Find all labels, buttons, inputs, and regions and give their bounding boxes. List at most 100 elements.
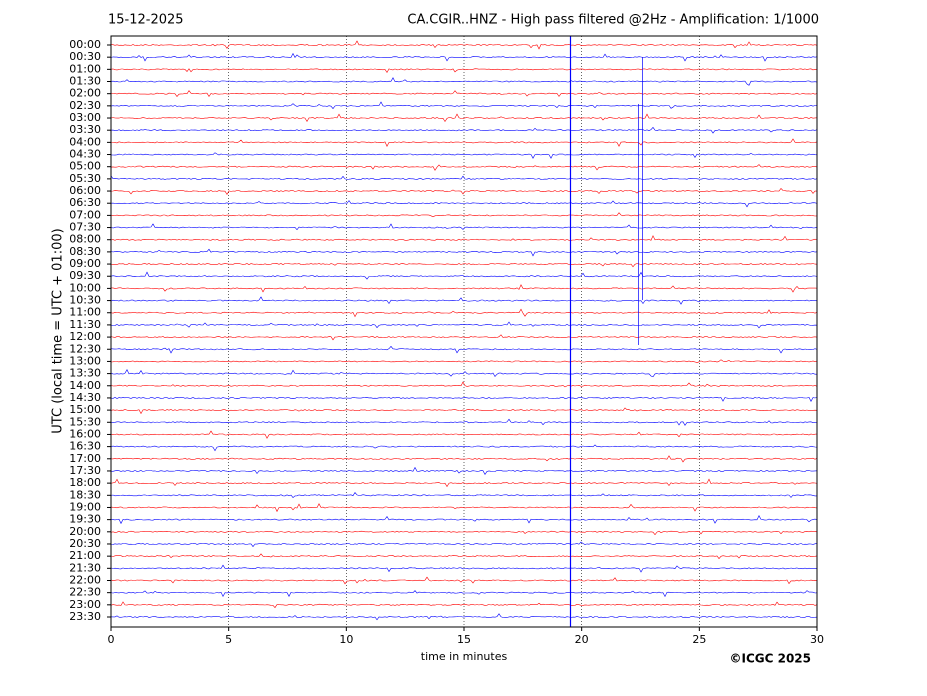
trace <box>111 418 818 426</box>
y-tick-label: 00:00 <box>69 38 101 51</box>
trace <box>110 296 818 305</box>
trace <box>110 126 818 134</box>
trace <box>110 68 818 73</box>
x-tick-label: 30 <box>810 633 824 646</box>
trace <box>110 613 818 621</box>
y-tick-label: 09:30 <box>69 269 101 282</box>
trace <box>110 541 818 548</box>
trace <box>111 138 818 147</box>
trace <box>110 407 818 415</box>
trace <box>111 284 818 293</box>
x-tick-label: 15 <box>457 633 471 646</box>
trace <box>110 601 818 609</box>
y-tick-label: 10:30 <box>69 294 101 307</box>
trace <box>110 248 818 257</box>
y-tick-label: 12:00 <box>69 330 101 343</box>
trace <box>110 77 818 86</box>
trace <box>110 530 818 536</box>
y-tick-label: 15:00 <box>69 403 101 416</box>
y-tick-label: 16:00 <box>69 427 101 440</box>
chart-title: CA.CGIR..HNZ - High pass filtered @2Hz -… <box>407 13 819 28</box>
trace <box>110 164 818 171</box>
trace <box>110 152 818 159</box>
y-tick-label: 22:00 <box>69 573 101 586</box>
y-tick-label: 11:00 <box>69 306 101 319</box>
trace <box>110 308 818 318</box>
trace <box>110 455 818 463</box>
trace <box>110 113 818 123</box>
y-tick-label: 21:00 <box>69 549 101 562</box>
trace <box>110 430 818 439</box>
trace <box>110 396 818 402</box>
y-tick-label: 07:30 <box>69 221 101 234</box>
y-tick-label: 08:30 <box>69 245 101 258</box>
y-tick-label: 01:30 <box>69 75 101 88</box>
date: 15-12-2025 <box>108 13 184 28</box>
y-tick-label: 18:00 <box>69 476 101 489</box>
trace <box>110 321 818 329</box>
trace <box>110 381 818 388</box>
y-tick-label: 04:30 <box>69 148 101 161</box>
y-tick-label: 15:30 <box>69 415 101 428</box>
trace <box>110 478 818 488</box>
x-tick-label: 5 <box>225 633 232 646</box>
x-tick-label: 25 <box>692 633 706 646</box>
y-tick-label: 05:30 <box>69 172 101 185</box>
y-axis-label: UTC (local time = UTC + 01:00) <box>51 228 66 433</box>
trace <box>110 334 818 341</box>
y-tick-label: 06:30 <box>69 196 101 209</box>
y-tick-label: 20:30 <box>69 537 101 550</box>
y-tick-label: 18:30 <box>69 488 101 501</box>
y-tick-label: 08:00 <box>69 233 101 246</box>
y-tick-label: 20:00 <box>69 525 101 538</box>
trace <box>110 491 817 499</box>
y-tick-label: 13:30 <box>69 367 101 380</box>
y-tick-label: 13:00 <box>69 354 101 367</box>
y-tick-label: 07:00 <box>69 208 101 221</box>
x-tick-label: 10 <box>339 633 353 646</box>
y-tick-label: 17:30 <box>69 464 101 477</box>
y-tick-label: 05:00 <box>69 160 101 173</box>
y-tick-label: 19:00 <box>69 500 101 513</box>
y-tick-label: 16:30 <box>69 440 101 453</box>
plot-area <box>110 36 818 627</box>
y-tick-label: 00:30 <box>69 50 101 63</box>
y-tick-label: 14:00 <box>69 379 101 392</box>
trace <box>110 175 818 180</box>
y-tick-label: 10:00 <box>69 281 101 294</box>
y-tick-label: 12:30 <box>69 342 101 355</box>
trace <box>110 235 818 241</box>
y-tick-label: 06:00 <box>69 184 101 197</box>
trace <box>110 212 818 218</box>
trace <box>110 271 818 280</box>
trace <box>110 553 818 560</box>
trace <box>110 564 818 573</box>
y-tick-label: 03:30 <box>69 123 101 136</box>
x-tick-label: 20 <box>575 633 589 646</box>
y-tick-label: 09:00 <box>69 257 101 270</box>
trace <box>110 90 818 97</box>
y-tick-label: 02:30 <box>69 99 101 112</box>
trace <box>110 503 818 513</box>
y-tick-label: 03:00 <box>69 111 101 124</box>
trace <box>110 52 818 62</box>
trace <box>110 369 817 378</box>
y-tick-label: 02:00 <box>69 87 101 100</box>
trace <box>110 188 818 195</box>
trace <box>110 515 818 525</box>
x-tick-label: 0 <box>108 633 115 646</box>
trace <box>110 466 818 475</box>
trace <box>110 200 818 208</box>
y-tick-label: 19:30 <box>69 513 101 526</box>
trace <box>110 444 818 452</box>
trace <box>110 590 818 598</box>
y-tick-label: 01:00 <box>69 62 101 75</box>
trace <box>110 101 818 110</box>
y-tick-label: 23:00 <box>69 598 101 611</box>
y-tick-label: 14:30 <box>69 391 101 404</box>
y-tick-label: 04:00 <box>69 135 101 148</box>
y-tick-label: 22:30 <box>69 586 101 599</box>
trace <box>110 223 818 231</box>
y-tick-label: 17:00 <box>69 452 101 465</box>
